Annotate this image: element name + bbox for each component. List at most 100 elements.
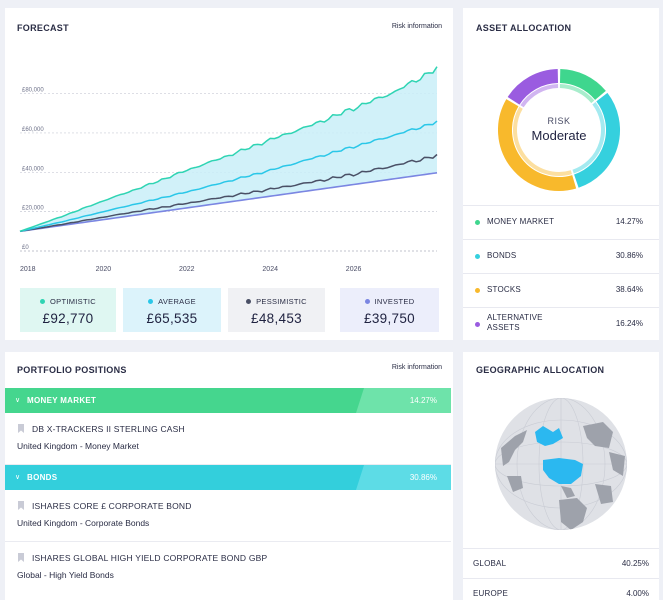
geo-row-europe: EUROPE 4.00% xyxy=(463,578,659,600)
section-bonds[interactable]: ∨ BONDS 30.86% xyxy=(5,465,451,490)
land-north-west xyxy=(501,430,527,466)
fund-name: ISHARES GLOBAL HIGH YIELD CORPORATE BOND… xyxy=(32,553,268,563)
legend-bonds-label: BONDS xyxy=(487,251,517,260)
bookmark-icon[interactable] xyxy=(18,501,24,510)
invested-dot xyxy=(364,299,370,304)
summary-invested-label: INVESTED xyxy=(374,297,415,306)
x-tick-label: 2026 xyxy=(346,266,362,273)
donut-inner-ring xyxy=(520,84,559,108)
bookmark-icon[interactable] xyxy=(18,424,24,433)
bonds-dot xyxy=(475,254,480,259)
forecast-range-band xyxy=(20,66,437,232)
y-tick-label: £80,000 xyxy=(22,88,44,94)
land-east xyxy=(609,452,625,476)
section-money-market-shade xyxy=(356,388,451,413)
legend-bonds-value: 30.86% xyxy=(615,251,643,260)
section-bonds-pct: 30.86% xyxy=(409,473,437,482)
legend-money-market-label: MONEY MARKET xyxy=(487,217,555,226)
fund-subtitle: United Kingdom - Corporate Bonds xyxy=(17,518,150,528)
series-line-invested xyxy=(19,171,438,233)
risk-value: Moderate xyxy=(532,128,587,143)
fund-name: ISHARES CORE £ CORPORATE BOND xyxy=(32,501,192,511)
geo-row-global: GLOBAL 40.25% xyxy=(463,548,659,578)
y-tick-label: £20,000 xyxy=(22,206,44,212)
stocks-dot xyxy=(475,288,480,293)
summary-average-label: AVERAGE xyxy=(158,297,196,306)
fund-row[interactable]: ISHARES CORE £ CORPORATE BOND United Kin… xyxy=(5,490,451,542)
geo-global-value: 40.25% xyxy=(621,559,649,568)
forecast-title: FORECAST xyxy=(17,23,69,33)
fund-row[interactable]: DB X-TRACKERS II STERLING CASH United Ki… xyxy=(5,413,451,465)
land-pacific xyxy=(507,476,523,492)
summary-invested-value: £39,750 xyxy=(364,311,415,326)
y-tick-label: £0 xyxy=(22,245,29,251)
series-line-average xyxy=(19,120,438,233)
summary-optimistic-value: £92,770 xyxy=(42,311,94,326)
fund-row[interactable]: ISHARES GLOBAL HIGH YIELD CORPORATE BOND… xyxy=(5,542,451,600)
globe-map xyxy=(495,398,627,530)
legend-money-market: MONEY MARKET 14.27% xyxy=(463,205,659,239)
fund-subtitle: United Kingdom - Money Market xyxy=(17,441,139,451)
series-line-pessimistic xyxy=(19,153,438,233)
x-tick-label: 2020 xyxy=(96,266,112,273)
land-south-america xyxy=(559,498,587,530)
fund-subtitle: Global - High Yield Bonds xyxy=(17,570,114,580)
x-tick-label: 2022 xyxy=(179,266,195,273)
y-tick-label: £40,000 xyxy=(22,166,44,172)
donut-slice-bonds[interactable] xyxy=(573,92,620,188)
donut-inner-ring xyxy=(572,102,605,174)
section-money-market-name: MONEY MARKET xyxy=(27,396,97,405)
legend-bonds: BONDS 30.86% xyxy=(463,239,659,273)
summary-invested: INVESTED £39,750 xyxy=(340,288,439,332)
y-tick-label: £60,000 xyxy=(22,127,44,133)
forecast-risk-info-link[interactable]: Risk information xyxy=(391,23,442,30)
summary-pessimistic: PESSIMISTIC £48,453 xyxy=(228,288,325,332)
land-africa-edge xyxy=(595,484,613,504)
portfolio-positions-card: PORTFOLIO POSITIONS Risk information ∨ M… xyxy=(5,352,453,600)
geographic-allocation-title: GEOGRAPHIC ALLOCATION xyxy=(476,365,605,375)
summary-optimistic: OPTIMISTIC £92,770 xyxy=(20,288,116,332)
section-bonds-name: BONDS xyxy=(27,473,58,482)
land-central-america xyxy=(561,486,575,498)
legend-alternative-label-line2: ASSETS xyxy=(487,323,520,332)
x-tick-label: 2024 xyxy=(262,266,278,273)
chevron-down-icon[interactable]: ∨ xyxy=(15,397,21,404)
legend-money-market-value: 14.27% xyxy=(615,217,643,226)
asset-allocation-title: ASSET ALLOCATION xyxy=(476,23,572,33)
summary-optimistic-label: OPTIMISTIC xyxy=(50,297,96,306)
donut-slice-alternative-assets[interactable] xyxy=(507,69,559,105)
land-europe-north xyxy=(583,422,613,448)
legend-stocks-value: 38.64% xyxy=(615,285,643,294)
section-money-market-pct: 14.27% xyxy=(409,396,437,405)
section-bonds-shade xyxy=(356,465,451,490)
asset-allocation-donut: RISK Moderate xyxy=(498,69,620,191)
bookmark-icon[interactable] xyxy=(18,553,24,562)
donut-inner-ring xyxy=(513,106,572,176)
summary-average: AVERAGE £65,535 xyxy=(123,288,221,332)
geographic-allocation-card: GEOGRAPHIC ALLOCATION xyxy=(463,352,659,600)
summary-average-value: £65,535 xyxy=(146,311,198,326)
series-line-optimistic xyxy=(19,66,438,233)
chevron-down-icon[interactable]: ∨ xyxy=(15,474,21,481)
alternative-assets-dot xyxy=(475,322,480,327)
summary-pessimistic-label: PESSIMISTIC xyxy=(256,297,307,306)
legend-stocks: STOCKS 38.64% xyxy=(463,273,659,307)
legend-alternative-label-line1: ALTERNATIVE xyxy=(487,313,543,322)
donut-slice-money-market[interactable] xyxy=(559,69,606,101)
money-market-dot xyxy=(475,220,480,225)
land-usa-highlight xyxy=(543,458,583,484)
geo-europe-value: 4.00% xyxy=(626,589,649,598)
legend-stocks-label: STOCKS xyxy=(487,285,521,294)
legend-alternative-value: 16.24% xyxy=(615,319,643,328)
geo-global-label: GLOBAL xyxy=(473,559,507,568)
donut-slice-stocks[interactable] xyxy=(498,99,577,191)
asset-allocation-card: ASSET ALLOCATION RISK Moderate MONEY MARK… xyxy=(463,8,659,340)
optimistic-dot xyxy=(40,299,46,304)
donut-inner-ring xyxy=(559,84,595,104)
portfolio-positions-title: PORTFOLIO POSITIONS xyxy=(17,365,127,375)
forecast-chart: £20,000 £40,000 £60,000 £80,000 £0 2018 2020 20… xyxy=(19,66,438,273)
portfolio-risk-info-link[interactable]: Risk information xyxy=(391,364,442,371)
fund-name: DB X-TRACKERS II STERLING CASH xyxy=(32,424,185,434)
section-money-market[interactable]: ∨ MONEY MARKET 14.27% xyxy=(5,388,451,413)
summary-pessimistic-value: £48,453 xyxy=(251,311,302,326)
